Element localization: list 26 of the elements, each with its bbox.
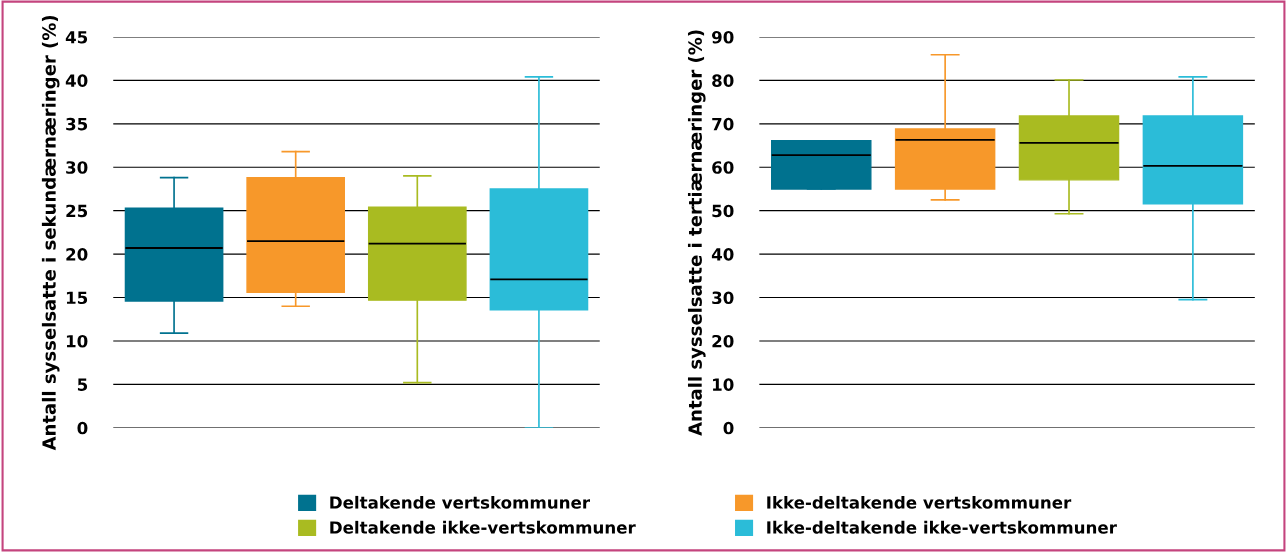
y-tick-label: 30 [66, 161, 88, 174]
y-tick-label: 25 [66, 204, 88, 218]
y-tick-label: 20 [712, 334, 734, 348]
y-tick-label: 60 [712, 161, 734, 174]
y-tick-label: 0 [723, 421, 734, 435]
y-tick-label: 5 [77, 378, 88, 391]
legend-label: Ikke-deltakende ikke-vertskommuner [767, 520, 1117, 534]
y-tick-label: 30 [712, 291, 734, 305]
y-axis-title: Antall sysselsatte i tertiærnæringer (%) [687, 30, 706, 436]
y-tick-label: 10 [713, 378, 734, 391]
y-tick-label: 0 [77, 421, 88, 435]
y-tick-label: 35 [66, 117, 88, 131]
legend-label: Deltakende vertskommuner [330, 495, 591, 509]
y-tick-label: 40 [711, 248, 734, 261]
y-tick-label: 45 [65, 31, 88, 44]
y-tick-label: 80 [712, 74, 734, 87]
y-tick-label: 70 [712, 117, 734, 131]
y-axis-title: Antall sysselsatte i sekundærnæringer (%) [41, 15, 60, 451]
y-tick-label: 50 [712, 204, 734, 218]
y-tick-label: 90 [712, 30, 734, 44]
y-tick-label: 15 [66, 291, 88, 305]
legend-label: Ikke-deltakende vertskommuner [767, 495, 1072, 509]
legend-label: Deltakende ikke-vertskommuner [330, 520, 636, 534]
y-tick-label: 10 [66, 334, 88, 348]
y-tick-label: 20 [66, 248, 88, 261]
y-tick-label: 40 [65, 74, 88, 87]
